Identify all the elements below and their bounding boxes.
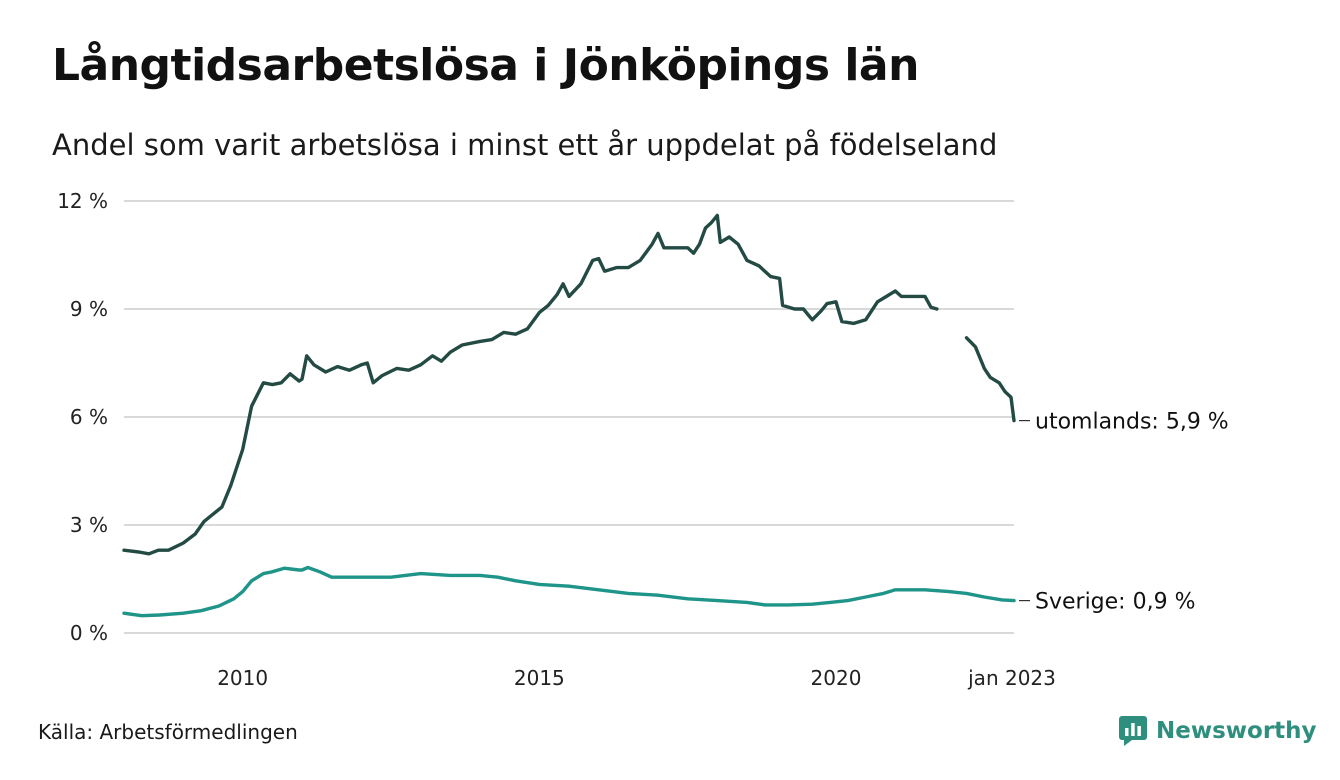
x-axis: 2010 2015 2020 jan 2023 bbox=[217, 666, 1056, 690]
x-tick-label: jan 2023 bbox=[967, 666, 1056, 690]
newsworthy-logo-icon bbox=[1119, 716, 1147, 746]
brand-logo: Newsworthy bbox=[1118, 714, 1317, 748]
y-tick-label: 3 % bbox=[70, 513, 108, 537]
x-tick-label: 2020 bbox=[811, 666, 862, 690]
chart-subtitle: Andel som varit arbetslösa i minst ett å… bbox=[52, 128, 998, 162]
series-line-utomlands bbox=[122, 213, 939, 556]
x-tick-label: 2015 bbox=[514, 666, 565, 690]
series-lines bbox=[122, 213, 1016, 618]
y-tick-label: 12 % bbox=[57, 189, 108, 213]
line-chart: 0 % 3 % 6 % 9 % 12 % 2010 2015 2020 jan 2023 ut… bbox=[57, 189, 1229, 690]
series-line-sverige bbox=[122, 565, 1016, 618]
series-end-label-sverige: Sverige: 0,9 % bbox=[1035, 590, 1195, 615]
series-end-label-utomlands: utomlands: 5,9 % bbox=[1035, 410, 1229, 435]
series-line-utomlands bbox=[964, 336, 1016, 423]
x-tick-label: 2010 bbox=[217, 666, 268, 690]
y-axis: 0 % 3 % 6 % 9 % 12 % bbox=[57, 189, 108, 645]
series-end-labels: utomlands: 5,9 % Sverige: 0,9 % bbox=[1019, 410, 1229, 615]
source-note: Källa: Arbetsförmedlingen bbox=[38, 720, 298, 744]
chart-title: Långtidsarbetslösa i Jönköpings län bbox=[52, 40, 919, 91]
y-tick-label: 6 % bbox=[70, 405, 108, 429]
y-tick-label: 0 % bbox=[70, 621, 108, 645]
y-tick-label: 9 % bbox=[70, 297, 108, 321]
brand-name: Newsworthy bbox=[1156, 718, 1317, 744]
gridlines bbox=[124, 200, 1014, 634]
